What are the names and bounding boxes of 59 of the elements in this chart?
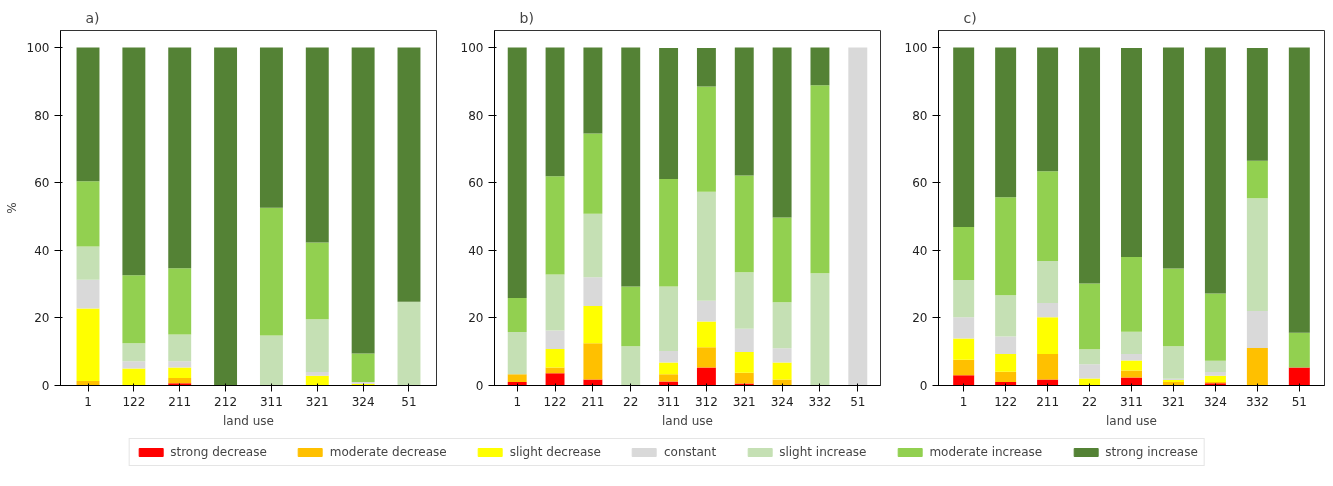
x-tick-label: 321 — [732, 394, 756, 409]
x-tick-label: 51 — [1291, 394, 1307, 409]
y-axis-title: % — [4, 202, 19, 214]
x-tick-label: 51 — [850, 394, 866, 409]
x-tick-label: 321 — [1162, 394, 1185, 409]
x-tick-label: 321 — [305, 394, 329, 409]
x-tick-label: 1 — [959, 394, 968, 409]
x-axis-title: land use — [662, 413, 713, 428]
x-tick-label: 332 — [1245, 394, 1269, 409]
y-tick-label: 100 — [904, 40, 928, 55]
x-tick-label: 332 — [808, 394, 832, 409]
x-tick-label: 311 — [259, 394, 283, 409]
y-tick-label: 20 — [468, 311, 484, 326]
y-tick-label: 40 — [34, 243, 50, 258]
x-tick-label: 324 — [1203, 394, 1227, 409]
x-tick-label: 22 — [1081, 394, 1098, 409]
legend-label: constant — [664, 445, 717, 459]
x-axis-title: land use — [1106, 413, 1157, 428]
x-tick-label: 311 — [1120, 394, 1143, 409]
y-tick-label: 0 — [919, 379, 928, 393]
x-tick-label: 211 — [581, 394, 605, 409]
x-tick-label: 324 — [351, 394, 375, 409]
legend-label: strong increase — [1105, 445, 1198, 459]
x-tick-label: 1 — [513, 394, 522, 409]
x-tick-label: 122 — [543, 394, 567, 409]
x-tick-label: 1 — [84, 394, 92, 409]
y-tick-label: 0 — [41, 379, 50, 393]
y-tick-label: 60 — [34, 176, 50, 191]
x-tick-label: 22 — [623, 394, 639, 409]
x-tick-label: 211 — [1036, 394, 1060, 409]
y-tick-label: 20 — [912, 311, 928, 326]
legend-label: strong decrease — [170, 445, 267, 459]
y-tick-label: 100 — [26, 40, 50, 55]
legend-label: moderate increase — [929, 445, 1043, 459]
y-tick-label: 100 — [460, 40, 484, 55]
x-tick-label: 51 — [401, 394, 417, 409]
legend-label: slight decrease — [509, 445, 601, 459]
y-tick-label: 80 — [468, 108, 484, 123]
y-tick-label: 40 — [912, 243, 928, 258]
y-tick-label: 20 — [34, 311, 50, 326]
x-tick-label: 122 — [994, 394, 1018, 409]
y-tick-label: 80 — [34, 108, 50, 123]
legend-label: slight increase — [779, 445, 867, 459]
x-tick-label: 122 — [122, 394, 146, 409]
x-tick-label: 324 — [770, 394, 794, 409]
x-tick-label: 312 — [694, 394, 718, 409]
y-tick-label: 0 — [475, 379, 484, 393]
chart-title: b) — [519, 9, 534, 26]
chart-title: a) — [85, 9, 100, 26]
y-tick-label: 80 — [912, 108, 928, 123]
chart-title: c) — [963, 9, 977, 26]
x-tick-label: 212 — [214, 394, 238, 409]
legend-label: moderate decrease — [329, 445, 447, 459]
x-tick-label: 211 — [168, 394, 192, 409]
x-axis-title: land use — [223, 413, 274, 428]
y-tick-label: 60 — [912, 176, 928, 191]
x-tick-label: 311 — [657, 394, 681, 409]
y-tick-label: 60 — [468, 176, 484, 191]
y-tick-label: 40 — [468, 243, 484, 258]
